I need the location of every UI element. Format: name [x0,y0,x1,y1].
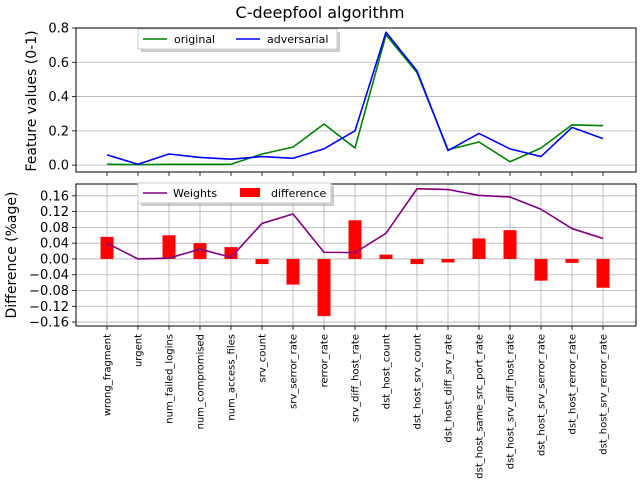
difference-bar [503,230,517,259]
x-tick-label: wrong_fragment [103,334,114,416]
bottom-y-tick-label: 0.04 [40,237,69,252]
bottom-y-tick-label: −0.04 [29,268,69,283]
legend-label-difference: difference [271,187,326,200]
difference-bar [348,220,362,259]
x-tick-label: num_failed_logins [165,334,176,424]
legend-label-adversarial: adversarial [267,33,328,46]
bottom-y-tick-label: −0.08 [29,284,69,299]
legend-label-weights: Weights [173,187,217,200]
difference-bar [162,235,176,259]
series-line-original [106,34,604,166]
top-plot-frame [75,27,637,173]
top-y-tick-label: 0.8 [48,22,69,37]
x-tick-label: srv_count [258,334,269,383]
x-tick-label: srv_serror_rate [289,334,300,409]
bottom-y-tick-label: 0.16 [40,189,69,204]
x-tick-label: dst_host_srv_serror_rate [537,334,548,456]
bottom-plot-frame [75,183,637,327]
top-y-tick-label: 0.2 [48,124,69,139]
difference-bar [534,258,548,281]
top-y-tick-label: 0.4 [48,90,69,105]
bottom-y-tick-label: −0.16 [29,316,69,331]
top-panel: 0.0 0.2 0.4 0.6 0.8 original adversarial [48,22,637,176]
top-legend: original adversarial [137,28,340,52]
x-tick-label: dst_host_srv_rerror_rate [599,334,610,455]
series-line-adversarial [106,31,604,166]
difference-bar [193,243,207,259]
x-tick-label: dst_host_srv_diff_host_rate [506,334,517,469]
bottom-panel: 0.160.120.080.040.00−0.04−0.08−0.12−0.16… [29,182,637,479]
difference-bar [441,258,455,263]
difference-bar [255,258,269,265]
x-tick-label: dst_host_diff_srv_rate [444,334,455,443]
top-y-tick-label: 0.6 [48,56,69,71]
legend-label-original: original [174,33,215,46]
x-tick-label: dst_host_rerror_rate [568,334,579,434]
bottom-y-tick-label: −0.12 [29,300,69,315]
bottom-legend: Weights difference [137,182,334,206]
x-tick-label: urgent [134,334,145,367]
difference-bar [472,238,486,259]
difference-bar [379,254,393,259]
bottom-y-tick-label: 0.12 [40,205,69,220]
top-y-tick-label: 0.0 [48,159,69,174]
x-tick-label: num_compromised [196,334,207,429]
x-tick-label: rerror_rate [320,334,331,387]
series-line-weights [106,187,604,260]
chart-title: C-deepfool algorithm [236,3,405,22]
difference-bar [317,258,331,317]
x-tick-label: dst_host_srv_count [413,334,424,430]
bottom-y-axis-label: Difference (%age) [4,192,20,319]
x-tick-label: srv_diff_host_rate [351,334,362,422]
legend-swatch-difference [240,188,260,197]
bottom-legend-box [137,182,332,204]
top-y-axis-label: Feature values (0-1) [24,30,40,171]
difference-bar [100,236,114,259]
difference-bar [410,258,424,265]
bottom-y-tick-label: 0.08 [40,221,69,236]
difference-bar [596,258,610,288]
difference-bar [286,258,300,285]
x-tick-label: dst_host_same_src_port_rate [475,334,486,479]
x-tick-label: dst_host_count [382,334,393,409]
difference-bar [224,247,238,259]
x-tick-label: num_access_files [227,334,238,421]
bottom-y-tick-label: 0.00 [40,252,69,267]
difference-bar [565,258,579,263]
